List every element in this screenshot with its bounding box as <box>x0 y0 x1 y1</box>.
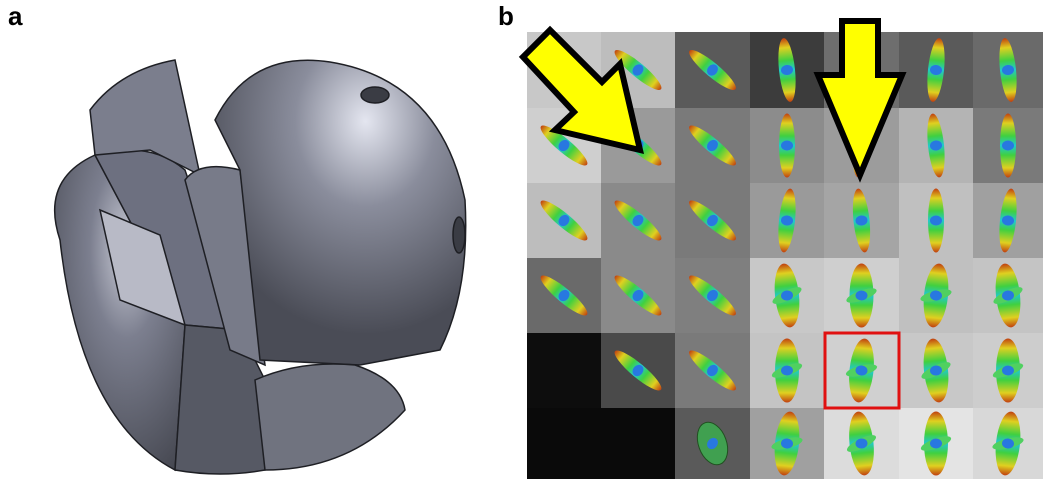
glyph <box>1000 114 1016 178</box>
figure: a b <box>0 0 1043 479</box>
panel-label: a <box>8 1 23 31</box>
glyph <box>928 189 944 253</box>
panel-label: b <box>498 1 514 31</box>
glyph-core <box>781 141 793 151</box>
glyph-core <box>781 366 793 376</box>
glyph-core <box>1002 141 1014 151</box>
glyph-core <box>856 291 868 301</box>
glyph-core <box>930 216 942 226</box>
sphere-render <box>55 60 466 474</box>
glyph-core <box>1002 366 1014 376</box>
cell <box>527 333 601 408</box>
cell <box>527 408 601 479</box>
cell <box>601 408 675 479</box>
glyph <box>779 114 795 178</box>
glyph-core <box>930 439 942 449</box>
